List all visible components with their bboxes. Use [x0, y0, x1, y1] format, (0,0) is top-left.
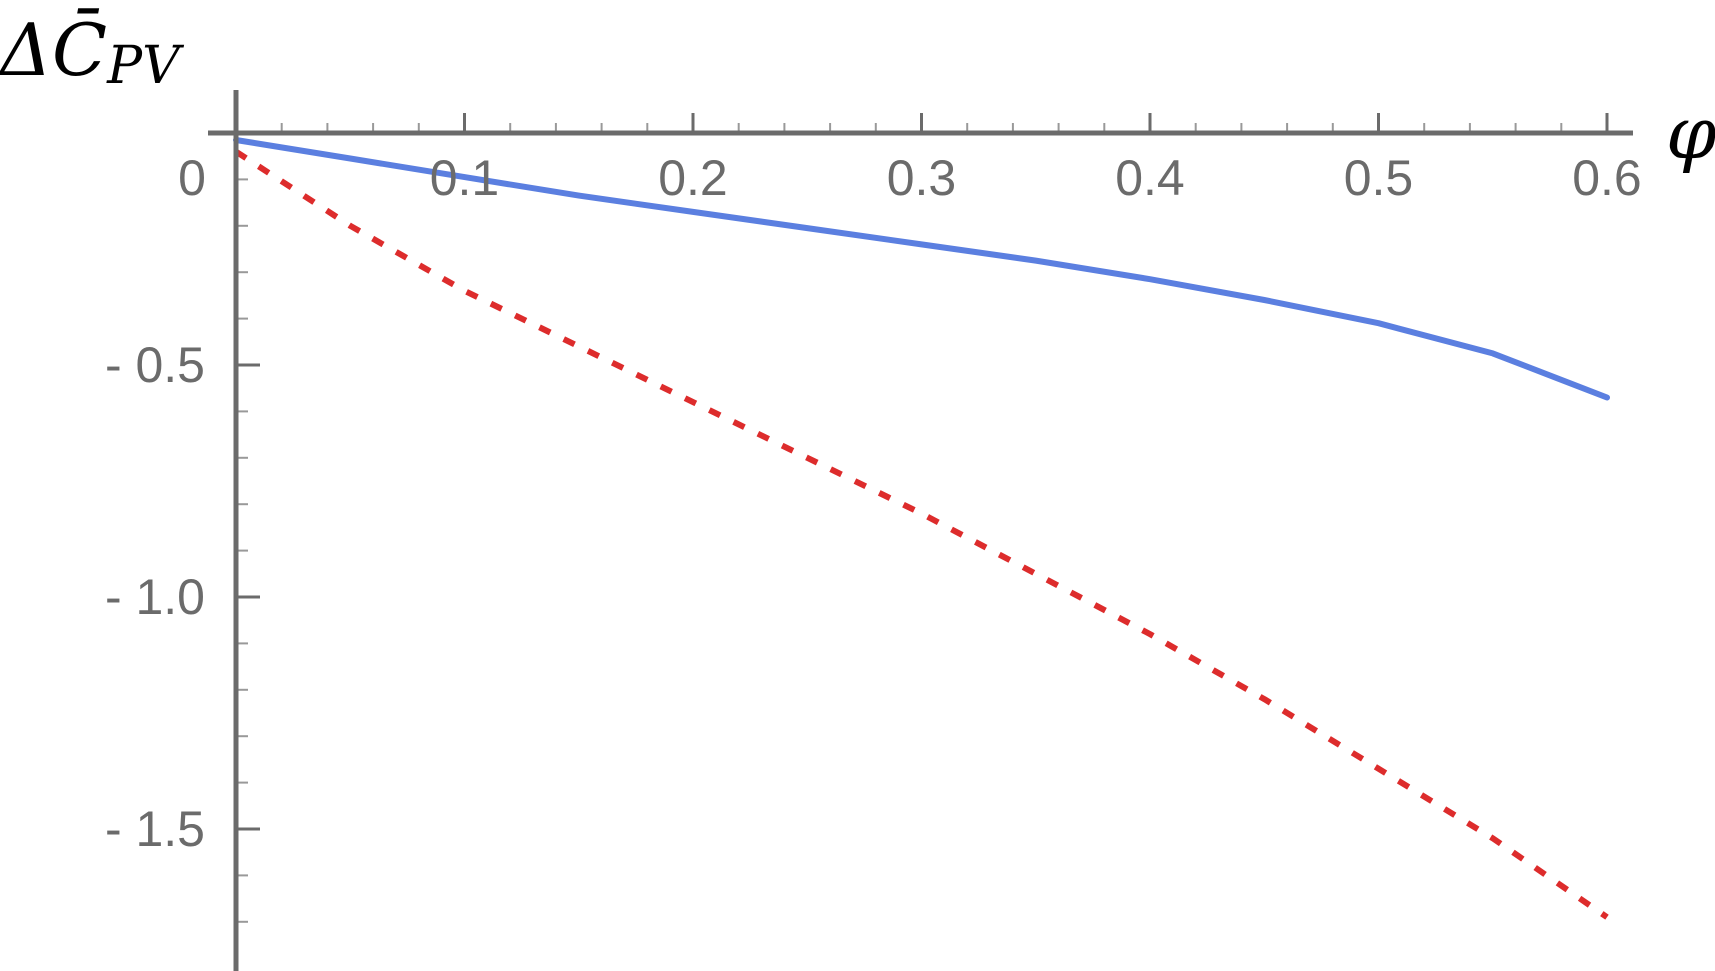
axes: [208, 90, 1633, 971]
x-tick-label: 0.4: [1115, 150, 1185, 206]
series-line-dotted: [234, 149, 1609, 920]
y-tick-label: - 0.5: [105, 337, 205, 393]
x-tick-label: 0.6: [1572, 150, 1642, 206]
y-axis-label: ΔC̄PV: [0, 7, 184, 96]
y-tick-label: - 1.0: [105, 569, 205, 625]
y-axis-label-subscript: PV: [106, 36, 184, 96]
y-axis-label-base: ΔC̄: [0, 7, 107, 92]
x-tick-label: 0.5: [1344, 150, 1414, 206]
series-line-solid: [233, 137, 1610, 401]
series-layer: [233, 137, 1610, 920]
tick-labels: 0 0.1 0.2 0.3 0.4 0.5 0.6 - 0.5 - 1.0 - 1.5: [105, 150, 1642, 857]
x-axis-label: φ: [1666, 91, 1715, 175]
y-tick-label: - 1.5: [105, 801, 205, 857]
x-tick-label: 0.1: [430, 150, 500, 206]
x-tick-label: 0: [178, 150, 206, 206]
x-tick-label: 0.2: [658, 150, 728, 206]
x-tick-label: 0.3: [887, 150, 957, 206]
